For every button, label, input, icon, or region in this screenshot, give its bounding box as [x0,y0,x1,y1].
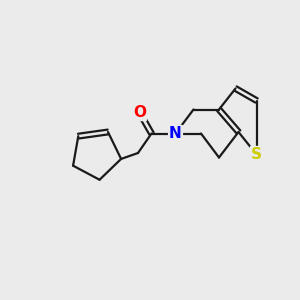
Text: S: S [251,147,262,162]
Text: O: O [133,105,146,120]
Text: N: N [169,126,182,141]
